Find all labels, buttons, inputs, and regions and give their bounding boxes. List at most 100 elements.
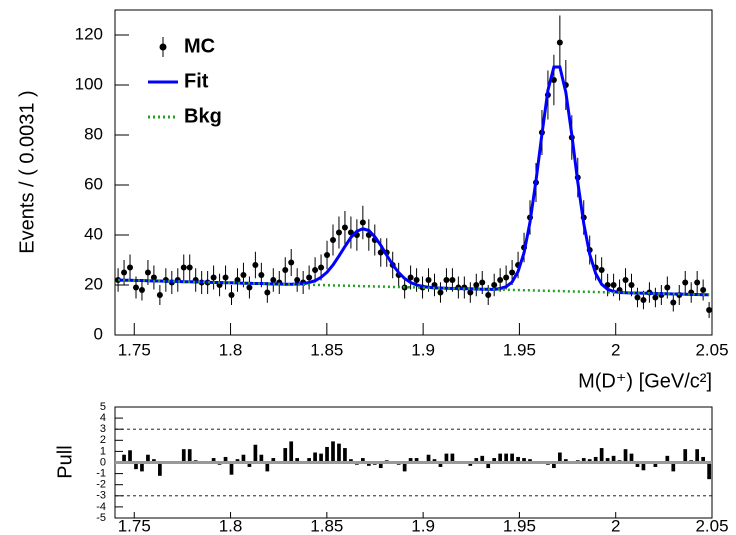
legend-marker: [159, 43, 167, 51]
pull-bar: [581, 458, 586, 463]
pull-bar: [366, 462, 371, 466]
data-point: [407, 274, 414, 281]
y-tick-label: 0: [100, 456, 106, 468]
pull-bar: [486, 462, 491, 469]
pull-bar: [265, 462, 270, 472]
data-point: [467, 289, 474, 296]
pull-bar: [331, 441, 335, 463]
data-point: [121, 269, 128, 276]
data-point: [491, 282, 498, 288]
pull-y-title: Pull: [54, 445, 76, 478]
pull-bar: [629, 453, 634, 463]
pull-bar: [468, 462, 473, 466]
pull-bar: [408, 458, 413, 463]
y-tick-label: -5: [96, 512, 106, 524]
pull-bar: [641, 462, 646, 471]
data-point: [258, 272, 265, 278]
legend-label: MC: [184, 35, 215, 57]
pull-bar: [128, 450, 132, 463]
x-tick-label: 1.8: [219, 340, 243, 359]
data-point: [413, 277, 420, 283]
pull-bar: [223, 456, 228, 463]
pull-bar: [492, 458, 497, 463]
data-point: [634, 294, 641, 301]
x-tick-label: 1.75: [118, 516, 151, 535]
x-tick-label: 1.9: [411, 516, 435, 535]
pull-bar: [247, 462, 252, 467]
y-tick-label: 5: [100, 401, 106, 413]
data-point: [150, 274, 157, 281]
pull-bar: [414, 458, 419, 463]
x-tick-label: 1.85: [310, 516, 343, 535]
pull-bar: [337, 443, 341, 463]
y-tick-label: 100: [75, 74, 103, 93]
data-point: [270, 277, 277, 283]
data-point: [473, 282, 480, 288]
data-point: [228, 292, 235, 298]
x-tick-label: 2: [611, 516, 620, 535]
data-point: [240, 272, 247, 278]
x-tick-label: 1.75: [118, 340, 151, 359]
data-point: [682, 279, 689, 286]
data-point: [377, 249, 384, 256]
data-point: [700, 287, 707, 293]
pull-bar: [229, 462, 234, 475]
pull-bar: [432, 459, 437, 463]
pull-bar: [349, 459, 353, 463]
pull-bar: [325, 446, 329, 463]
pull-bar: [211, 458, 216, 463]
data-point: [664, 284, 671, 291]
data-point: [652, 294, 659, 301]
data-point: [479, 279, 486, 286]
pull-bar: [313, 452, 317, 463]
data-point: [132, 284, 139, 291]
data-point: [144, 269, 151, 276]
pull-bar: [695, 449, 700, 463]
data-point: [180, 264, 187, 271]
data-point: [497, 277, 504, 283]
data-point: [330, 237, 337, 243]
y-tick-label: 60: [84, 174, 103, 193]
x-tick-label: 1.9: [411, 340, 435, 359]
pull-bar: [426, 454, 431, 463]
x-axis-title: M(D⁺) [GeV/c²]: [578, 370, 712, 392]
data-point: [282, 267, 289, 273]
data-point: [443, 277, 450, 283]
pull-bar: [289, 441, 294, 463]
data-point: [210, 274, 217, 281]
pull-bar: [623, 449, 628, 463]
pull-bar: [599, 448, 604, 463]
data-point: [252, 262, 259, 268]
y-tick-label: -2: [96, 479, 106, 491]
fit-line: [118, 278, 710, 296]
pull-bar: [701, 456, 705, 463]
pull-bar: [181, 449, 186, 463]
pull-bar: [158, 462, 162, 476]
pull-bar: [450, 453, 455, 463]
pull-bar: [635, 462, 640, 467]
y-tick-label: 0: [94, 324, 103, 343]
pull-bar: [558, 452, 562, 463]
data-point: [246, 284, 253, 291]
pull-bar: [510, 453, 514, 463]
pull-bar: [283, 448, 288, 463]
pull-bar: [552, 462, 556, 469]
data-point: [306, 274, 313, 281]
legend-label: Bkg: [184, 105, 222, 127]
data-point: [485, 292, 492, 298]
pull-bar: [378, 462, 383, 469]
pull-bar: [271, 458, 276, 463]
x-tick-label: 1.85: [310, 340, 343, 359]
pull-bar: [343, 448, 347, 463]
pull-bar: [504, 453, 508, 463]
data-point: [312, 267, 319, 273]
pull-bar: [187, 449, 192, 463]
pull-bar: [593, 456, 598, 463]
x-tick-label: 1.95: [503, 340, 536, 359]
x-tick-label: 1.95: [503, 516, 536, 535]
pull-bar: [516, 456, 520, 463]
pull-bar: [241, 454, 246, 463]
data-point: [509, 269, 516, 276]
fit-line: [118, 65, 710, 297]
